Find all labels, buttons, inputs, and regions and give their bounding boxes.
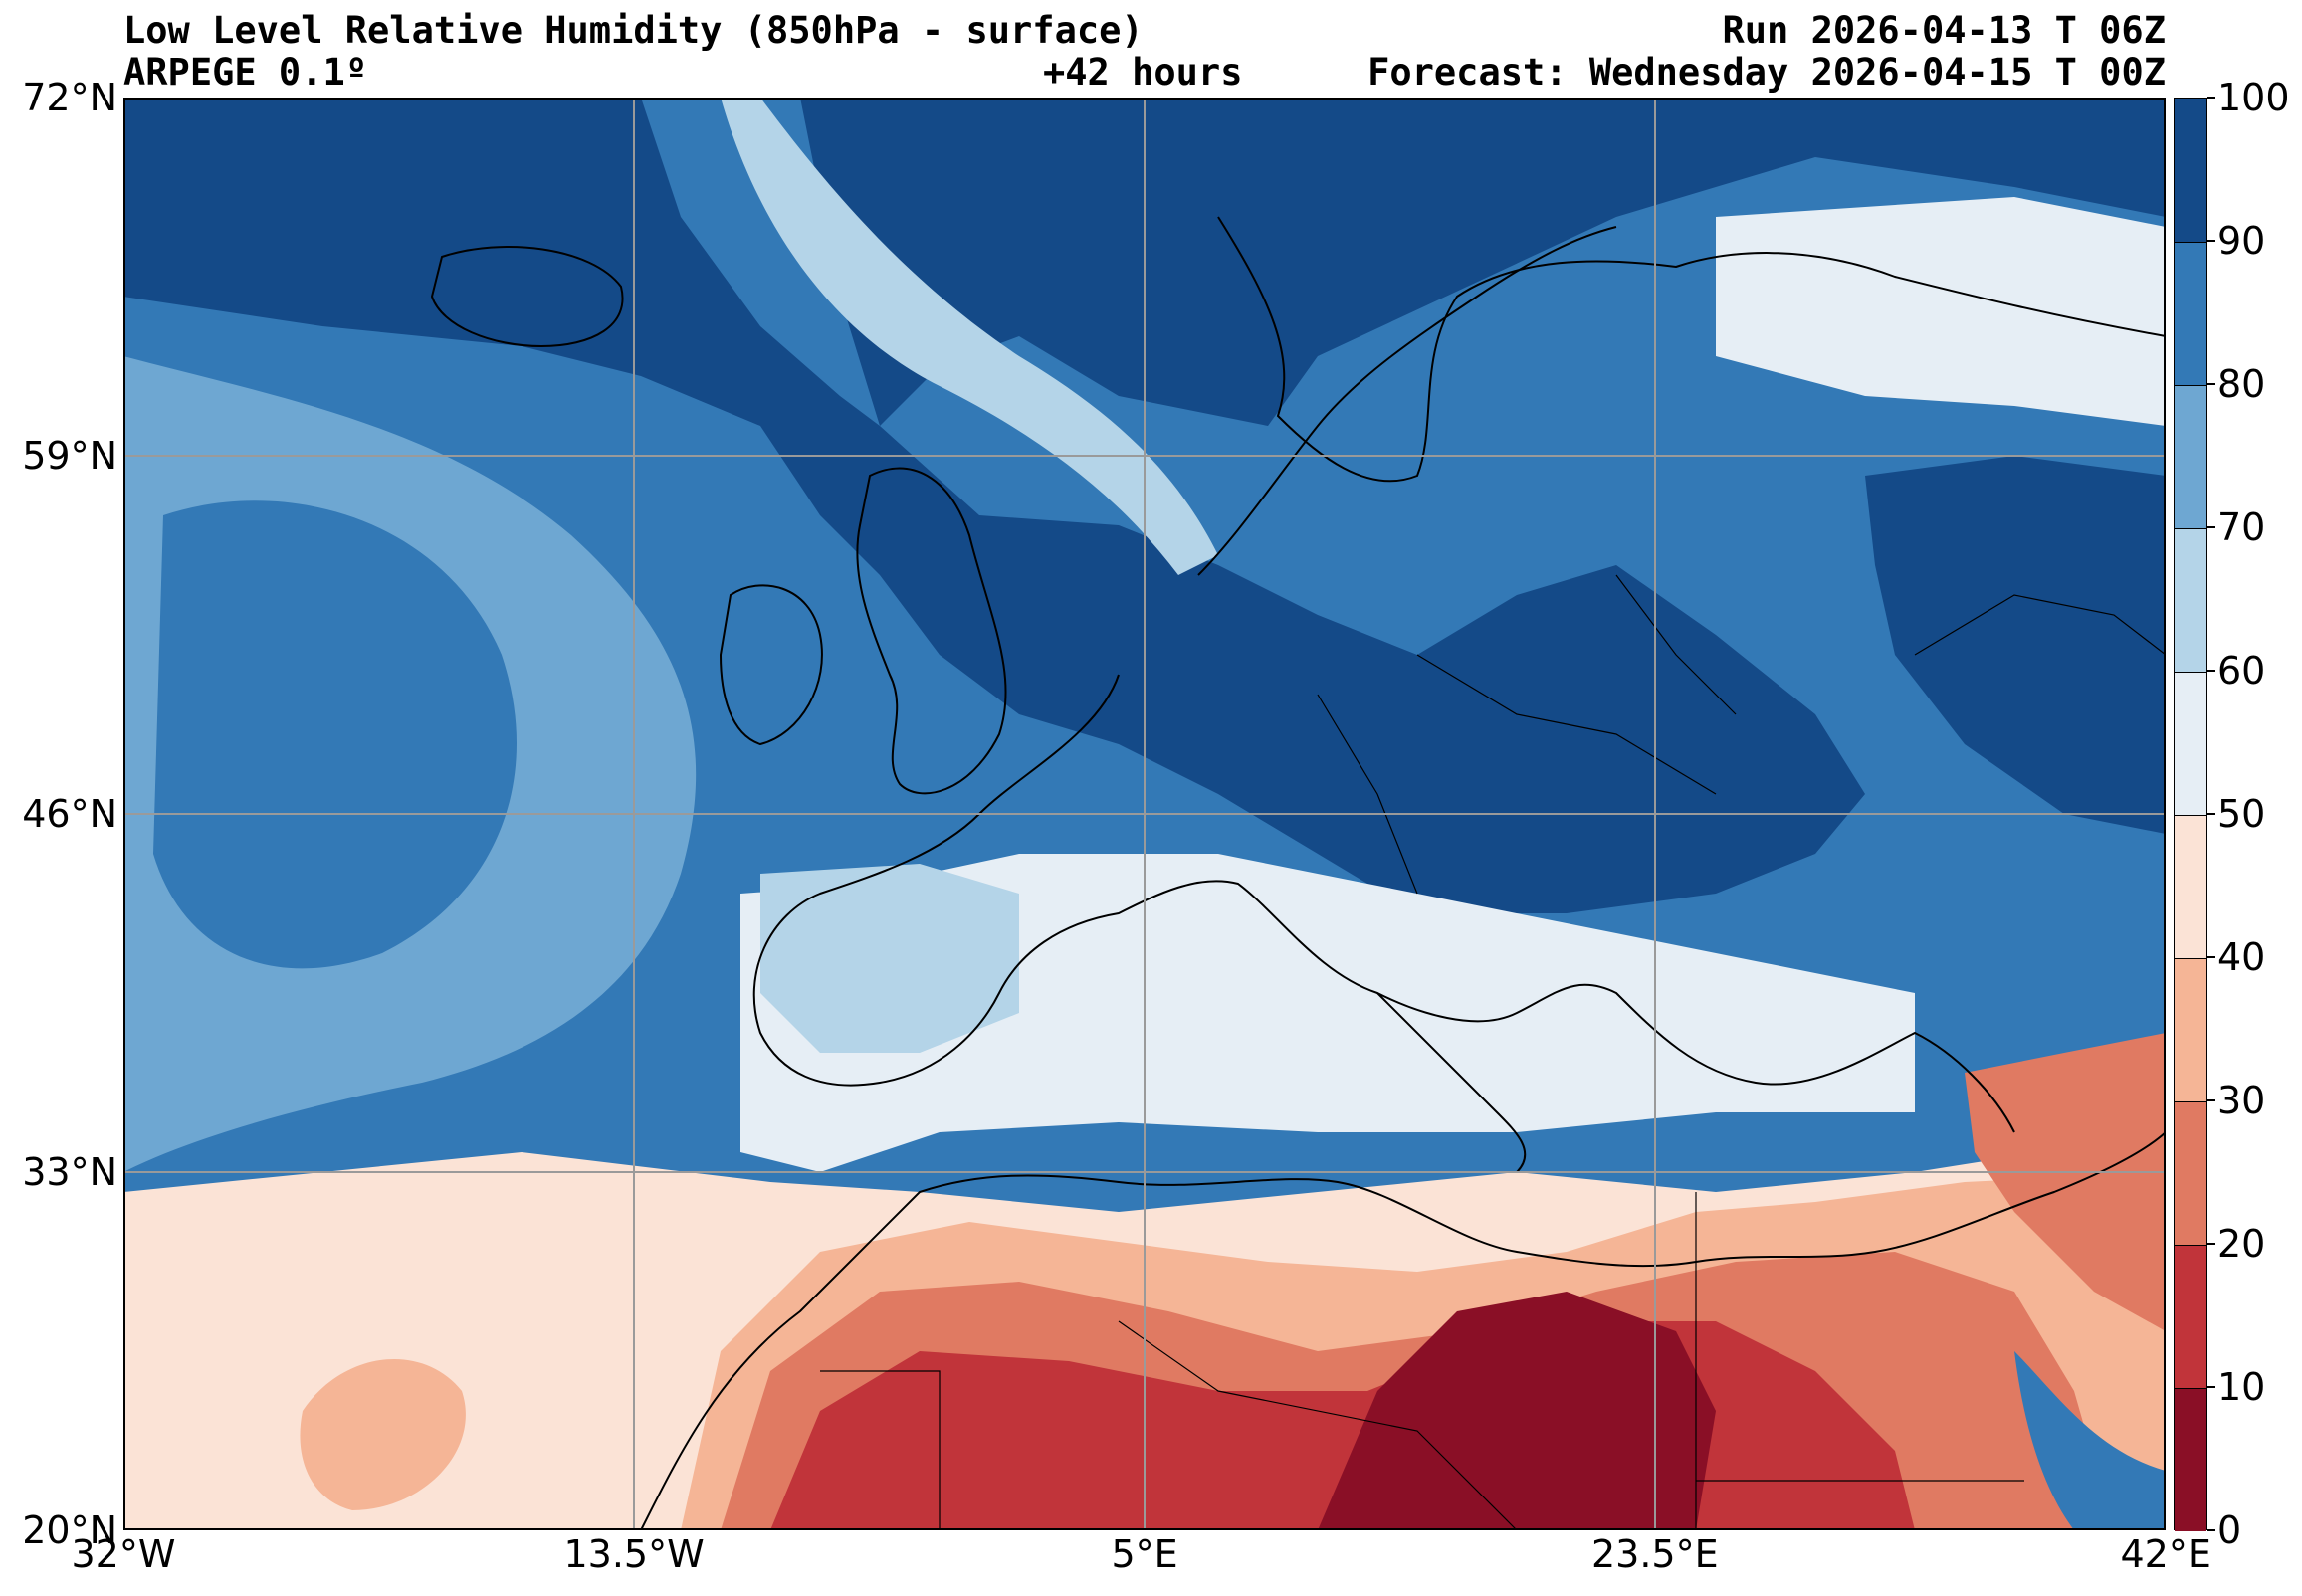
coastline-north-africa <box>640 1131 2166 1530</box>
colorbar-divider <box>2175 671 2206 673</box>
colorbar-divider <box>2175 957 2206 959</box>
lon-tick-label: 23.5°E <box>1591 1532 1719 1576</box>
lat-tick-label: 33°N <box>22 1150 117 1194</box>
colorbar-tick-mark <box>2207 956 2215 958</box>
colorbar-tick-label: 80 <box>2217 362 2266 406</box>
run-time: Run 2026-04-13 T 06Z <box>1722 9 2166 52</box>
model-label: ARPEGE 0.1º <box>123 51 368 94</box>
colorbar-tick-mark <box>2207 240 2215 242</box>
humidity-zone-atlantic-swirl <box>153 500 517 969</box>
colorbar-tick-mark <box>2207 1529 2215 1531</box>
lon-tick-label: 32°W <box>71 1532 176 1576</box>
colorbar-tick-mark <box>2207 670 2215 672</box>
colorbar-tick-label: 40 <box>2217 935 2266 979</box>
humidity-zone-middle-east <box>1965 1033 2166 1331</box>
humidity-zone-russia <box>1865 456 2166 834</box>
colorbar-divider <box>2175 1387 2206 1389</box>
colorbar-tick-mark <box>2207 813 2215 815</box>
colorbar-segment <box>2175 99 2206 242</box>
lon-tick-label: 42°E <box>2120 1532 2211 1576</box>
colorbar-divider <box>2175 384 2206 386</box>
humidity-zone-europe <box>760 426 1865 913</box>
coastline-ireland <box>719 584 823 746</box>
lat-tick-label: 59°N <box>22 434 117 478</box>
colorbar-segment <box>2175 385 2206 528</box>
colorbar-tick-mark <box>2207 383 2215 385</box>
colorbar-tick-mark <box>2207 1386 2215 1388</box>
humidity-zone-libya-core <box>1318 1292 1716 1530</box>
colorbar-segment <box>2175 242 2206 385</box>
colorbar <box>2174 98 2207 1531</box>
humidity-map <box>123 98 2166 1530</box>
map-border <box>123 98 2166 1530</box>
lat-tick-label: 20°N <box>22 1508 117 1552</box>
coastlines <box>430 216 2166 1530</box>
humidity-zone-east-dry <box>1716 197 2166 426</box>
colorbar-divider <box>2175 241 2206 243</box>
country-borders <box>820 574 2166 1530</box>
colorbar-tick-label: 0 <box>2217 1508 2242 1552</box>
colorbar-divider <box>2175 1244 2206 1246</box>
coastline-scandinavia <box>1197 226 1617 576</box>
forecast-time: Forecast: Wednesday 2026-04-15 T 00Z <box>1367 51 2166 94</box>
colorbar-segment <box>2175 815 2206 958</box>
coastline-continent <box>752 674 2015 1133</box>
colorbar-segment <box>2175 958 2206 1101</box>
humidity-zone-red-sea <box>2014 1351 2166 1530</box>
humidity-zone-iberia <box>760 864 1019 1053</box>
colorbar-tick-label: 20 <box>2217 1222 2266 1266</box>
lead-time: +42 hours <box>1043 51 1243 94</box>
colorbar-tick-mark <box>2207 97 2215 99</box>
colorbar-divider <box>2175 527 2206 529</box>
lon-tick-label: 13.5°W <box>563 1532 705 1576</box>
lon-tick-label: 5°E <box>1111 1532 1178 1576</box>
colorbar-tick-label: 90 <box>2217 219 2266 263</box>
coastline-iceland <box>430 246 624 348</box>
humidity-zone-mediterranean <box>740 854 1915 1172</box>
lat-tick-label: 46°N <box>22 792 117 836</box>
gridlines <box>123 98 2166 1530</box>
colorbar-segment <box>2175 1388 2206 1531</box>
colorbar-tick-label: 10 <box>2217 1365 2266 1409</box>
colorbar-divider <box>2175 814 2206 816</box>
colorbar-segment <box>2175 528 2206 672</box>
colorbar-tick-mark <box>2207 1243 2215 1245</box>
colorbar-segment <box>2175 1245 2206 1388</box>
colorbar-divider <box>2175 1100 2206 1102</box>
colorbar-tick-label: 30 <box>2217 1079 2266 1122</box>
colorbar-tick-label: 60 <box>2217 649 2266 693</box>
coastline-italy <box>1376 992 1527 1173</box>
colorbar-segment <box>2175 672 2206 815</box>
coastline-europe <box>1217 216 2166 483</box>
coastline-britain <box>856 467 1007 795</box>
colorbar-tick-label: 100 <box>2217 76 2290 119</box>
humidity-zone-atlantic-dry-patch <box>300 1358 466 1510</box>
colorbar-tick-label: 70 <box>2217 505 2266 549</box>
colorbar-segment <box>2175 1101 2206 1245</box>
lat-tick-label: 72°N <box>22 76 117 119</box>
map-title: Low Level Relative Humidity (850hPa - su… <box>123 9 1144 52</box>
colorbar-tick-label: 50 <box>2217 792 2266 836</box>
colorbar-tick-mark <box>2207 526 2215 528</box>
colorbar-tick-mark <box>2207 1099 2215 1101</box>
